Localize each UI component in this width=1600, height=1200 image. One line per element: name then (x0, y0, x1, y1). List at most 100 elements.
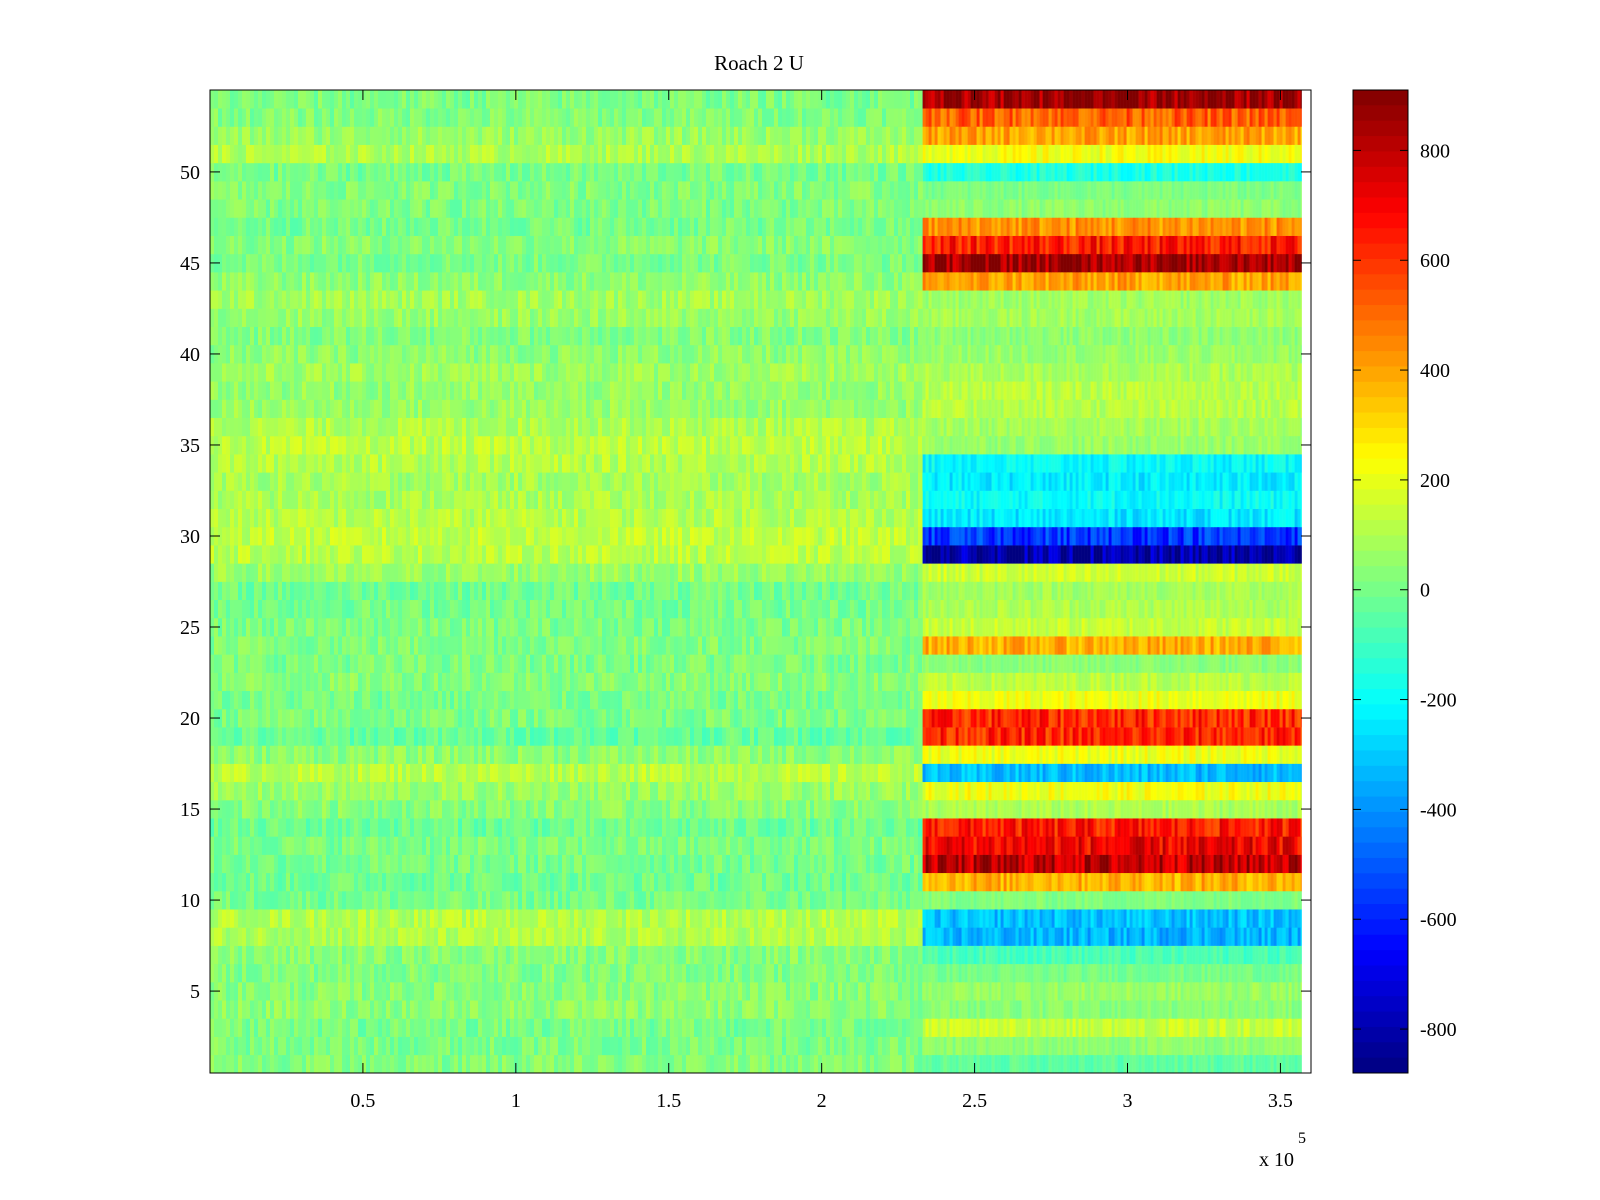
heatmap-cell (1042, 945, 1046, 965)
heatmap-cell (658, 981, 663, 1001)
heatmap-cell (706, 1000, 711, 1019)
heatmap-cell (1252, 909, 1256, 928)
heatmap-cell (866, 872, 871, 892)
heatmap-cell (670, 1036, 675, 1056)
heatmap-cell (988, 1054, 992, 1074)
heatmap-cell (834, 854, 839, 874)
heatmap-cell (1276, 1000, 1280, 1019)
heatmap-cell (790, 945, 795, 965)
heatmap-cell (602, 890, 607, 910)
heatmap-cell (646, 909, 651, 928)
heatmap-cell (246, 981, 251, 1001)
heatmap-cell (782, 854, 787, 874)
heatmap-cell (374, 963, 379, 983)
heatmap-cell (846, 854, 851, 874)
heatmap-cell (973, 981, 977, 1001)
heatmap-cell (1126, 799, 1130, 819)
heatmap-cell (438, 781, 443, 801)
heatmap-cell (474, 1054, 479, 1074)
heatmap-cell (1141, 1000, 1145, 1019)
heatmap-cell (1042, 836, 1046, 855)
heatmap-cell (991, 854, 995, 874)
heatmap-cell (550, 1054, 555, 1074)
heatmap-cell (1021, 1000, 1025, 1019)
heatmap-cell (1150, 927, 1154, 946)
heatmap-cell (858, 927, 863, 946)
heatmap-cell (1042, 799, 1046, 819)
heatmap-cell (1291, 1036, 1295, 1056)
heatmap-cell (214, 872, 219, 892)
heatmap-cell (502, 945, 507, 965)
heatmap-cell (634, 836, 639, 855)
heatmap-cell (622, 854, 627, 874)
heatmap-cell (510, 890, 515, 910)
heatmap-cell (1231, 781, 1235, 801)
heatmap-cell (922, 981, 923, 1001)
heatmap-cell (670, 818, 675, 837)
heatmap-cell (906, 1000, 911, 1019)
heatmap-cell (326, 890, 331, 910)
heatmap-cell (826, 872, 831, 892)
heatmap-cell (554, 818, 559, 837)
heatmap-cell (1225, 945, 1229, 965)
heatmap-cell (758, 836, 763, 855)
heatmap-cell (542, 781, 547, 801)
heatmap-cell (1183, 963, 1187, 983)
heatmap-cell (940, 836, 944, 855)
heatmap-cell (878, 1036, 883, 1056)
heatmap-cell (738, 1054, 743, 1074)
heatmap-cell (870, 927, 875, 946)
heatmap-cell (1003, 1000, 1007, 1019)
heatmap-cell (1150, 799, 1154, 819)
heatmap-cell (546, 945, 551, 965)
heatmap-cell (554, 854, 559, 874)
heatmap-cell (814, 1000, 819, 1019)
heatmap-cell (210, 1054, 215, 1074)
heatmap-cell (874, 890, 879, 910)
heatmap-cell (1123, 927, 1127, 946)
heatmap-cell (1018, 1000, 1022, 1019)
heatmap-cell (1150, 854, 1154, 874)
heatmap-cell (1255, 909, 1259, 928)
heatmap-cell (334, 981, 339, 1001)
heatmap-cell (1252, 1018, 1256, 1037)
heatmap-cell (658, 1054, 663, 1074)
heatmap-cell (991, 872, 995, 892)
heatmap-cell (582, 1036, 587, 1056)
heatmap-cell (750, 836, 755, 855)
heatmap-cell (570, 872, 575, 892)
heatmap-cell (658, 945, 663, 965)
heatmap-cell (878, 1000, 883, 1019)
heatmap-cell (342, 799, 347, 819)
heatmap-cell (734, 1036, 739, 1056)
heatmap-cell (1000, 1054, 1004, 1074)
heatmap-cell (430, 836, 435, 855)
heatmap-cell (282, 927, 287, 946)
heatmap-cell (638, 963, 643, 983)
heatmap-cell (530, 781, 535, 801)
heatmap-cell (1222, 890, 1226, 910)
heatmap-cell (334, 799, 339, 819)
heatmap-cell (1204, 872, 1208, 892)
heatmap-cell (210, 1000, 215, 1019)
heatmap-cell (374, 945, 379, 965)
heatmap-cell (1132, 927, 1136, 946)
heatmap-cell (526, 1054, 531, 1074)
heatmap-cell (858, 872, 863, 892)
heatmap-cell (1141, 781, 1145, 801)
heatmap-cell (270, 927, 275, 946)
heatmap-cell (830, 1036, 835, 1056)
heatmap-cell (997, 1054, 1001, 1074)
heatmap-cell (967, 1018, 971, 1037)
heatmap-cell (866, 854, 871, 874)
heatmap-cell (1153, 909, 1157, 928)
heatmap-cell (943, 799, 947, 819)
heatmap-cell (1237, 1036, 1241, 1056)
heatmap-cell (1096, 836, 1100, 855)
heatmap-cell (290, 945, 295, 965)
heatmap-cell (486, 927, 491, 946)
heatmap-cell (570, 909, 575, 928)
heatmap-cell (474, 799, 479, 819)
heatmap-cell (1213, 981, 1217, 1001)
heatmap-cell (806, 927, 811, 946)
